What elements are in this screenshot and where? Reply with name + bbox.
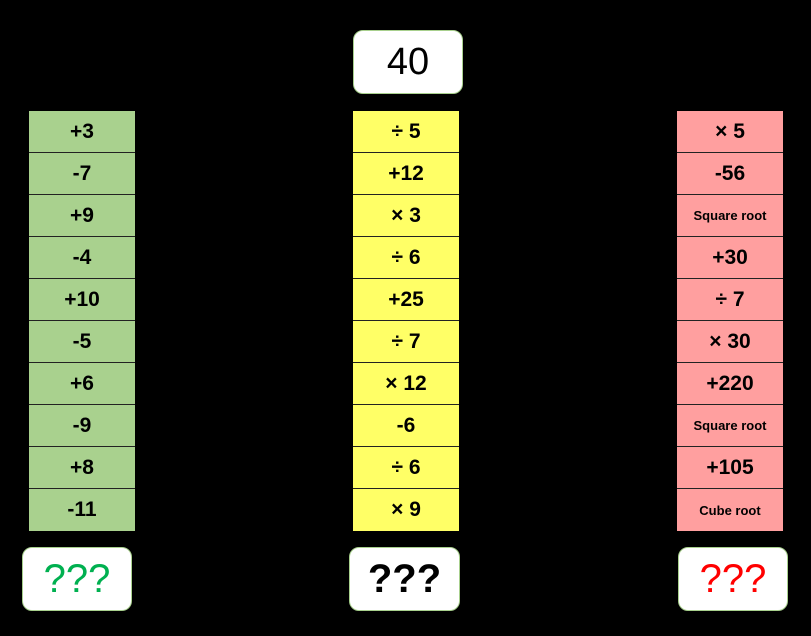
yellow-step: × 9 (353, 489, 459, 531)
red-answer-box: ??? (678, 547, 788, 611)
green-answer-box: ??? (22, 547, 132, 611)
green-step: -9 (29, 405, 135, 447)
yellow-step: ÷ 5 (353, 111, 459, 153)
red-step: -56 (677, 153, 783, 195)
green-step: -11 (29, 489, 135, 531)
red-step: +220 (677, 363, 783, 405)
red-answer: ??? (699, 556, 767, 601)
green-step: -4 (29, 237, 135, 279)
yellow-step: -6 (353, 405, 459, 447)
green-answer: ??? (43, 556, 111, 601)
yellow-answer-box: ??? (349, 547, 460, 611)
yellow-answer: ??? (367, 556, 442, 601)
yellow-step: × 12 (353, 363, 459, 405)
red-step: Square root (677, 195, 783, 237)
red-step: × 30 (677, 321, 783, 363)
yellow-step: ÷ 6 (353, 447, 459, 489)
red-column: × 5 -56 Square root +30 ÷ 7 × 30 +220 Sq… (677, 111, 783, 531)
red-step: Square root (677, 405, 783, 447)
green-column: +3 -7 +9 -4 +10 -5 +6 -9 +8 -11 (29, 111, 135, 531)
green-step: -7 (29, 153, 135, 195)
green-step: +10 (29, 279, 135, 321)
yellow-step: × 3 (353, 195, 459, 237)
start-number-box: 40 (353, 30, 463, 94)
green-step: -5 (29, 321, 135, 363)
yellow-column: ÷ 5 +12 × 3 ÷ 6 +25 ÷ 7 × 12 -6 ÷ 6 × 9 (353, 111, 459, 531)
red-step: × 5 (677, 111, 783, 153)
green-step: +6 (29, 363, 135, 405)
green-step: +8 (29, 447, 135, 489)
red-step: +30 (677, 237, 783, 279)
start-number: 40 (386, 40, 430, 83)
green-step: +3 (29, 111, 135, 153)
red-step: Cube root (677, 489, 783, 531)
yellow-step: ÷ 7 (353, 321, 459, 363)
yellow-step: ÷ 6 (353, 237, 459, 279)
red-step: ÷ 7 (677, 279, 783, 321)
red-step: +105 (677, 447, 783, 489)
green-step: +9 (29, 195, 135, 237)
yellow-step: +12 (353, 153, 459, 195)
yellow-step: +25 (353, 279, 459, 321)
